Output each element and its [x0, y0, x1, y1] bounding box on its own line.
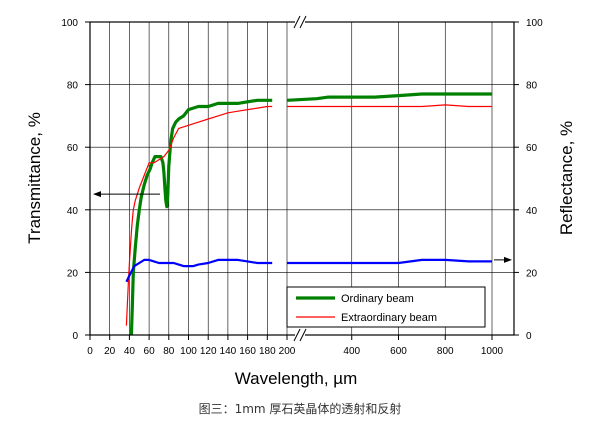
- y-tick-label-left: 40: [67, 206, 79, 217]
- x-tick-label: 1000: [481, 346, 504, 357]
- y-tick-label-left: 60: [67, 143, 79, 154]
- legend-label-extraordinary-beam: Extraordinary beam: [341, 312, 437, 324]
- axis-break-marks: [293, 15, 307, 342]
- axis-break-slash: [293, 328, 301, 342]
- y-tick-label-right: 0: [526, 331, 532, 342]
- y-tick-label-left: 20: [67, 268, 79, 279]
- grid: [90, 22, 514, 335]
- x-tick-label: 160: [239, 346, 256, 357]
- annotation-arrows: [93, 191, 512, 263]
- arrow-head-right: [504, 256, 512, 263]
- y-axis-label-right: Reflectance, %: [557, 121, 576, 235]
- y-tick-label-right: 20: [526, 268, 538, 279]
- x-tick-label: 80: [163, 346, 175, 357]
- x-axis-label: Wavelength, µm: [235, 369, 358, 388]
- x-tick-label: 20: [104, 346, 116, 357]
- y-tick-label-right: 100: [526, 18, 543, 29]
- y-tick-label-left: 100: [61, 18, 78, 29]
- axis-break-slash: [299, 15, 307, 29]
- series-line-ordinary-beam-part-2: [286, 92, 492, 102]
- y-tick-label-right: 40: [526, 206, 538, 217]
- x-tick-label: 40: [124, 346, 136, 357]
- axis-break-gap: [295, 329, 305, 341]
- plot-background: [90, 22, 514, 335]
- y-tick-label-right: 60: [526, 143, 538, 154]
- x-tick-label: 180: [259, 346, 276, 357]
- x-tick-label: 140: [220, 346, 237, 357]
- x-tick-label: 100: [180, 346, 197, 357]
- legend-box: [286, 286, 486, 328]
- y-tick-label-left: 0: [72, 331, 78, 342]
- x-tick-label: 800: [437, 346, 454, 357]
- arrow-head-left: [93, 191, 101, 198]
- legend: Ordinary beam Extraordinary beam: [286, 286, 486, 328]
- axis-break-slash: [299, 328, 307, 342]
- series-line-extraordinary-beam-part-2: [287, 104, 492, 108]
- series-line-reflectance-part-2: [287, 258, 492, 265]
- series-layer: [125, 92, 492, 336]
- x-tick-label: 200: [279, 346, 296, 357]
- series-line-ordinary-beam-part-1: [129, 98, 273, 336]
- axis-break-slash: [293, 15, 301, 29]
- y-axis-label-left: Transmittance, %: [25, 112, 44, 244]
- series-line-reflectance-part-1: [125, 258, 273, 283]
- x-tick-label: 0: [87, 346, 93, 357]
- legend-label-ordinary-beam: Ordinary beam: [341, 293, 414, 305]
- y-tick-label-right: 80: [526, 81, 538, 92]
- figure-caption: 图三：1mm 厚石英晶体的透射和反射: [198, 402, 402, 416]
- x-tick-label: 600: [390, 346, 407, 357]
- ticks-layer: 0 20 40 60 80 100 120 140 160 180 200 400 600 800 1000…: [61, 18, 543, 357]
- x-tick-label: 60: [144, 346, 156, 357]
- x-tick-label: 120: [200, 346, 217, 357]
- x-tick-label: 400: [343, 346, 360, 357]
- y-tick-label-left: 80: [67, 81, 79, 92]
- series-line-extraordinary-beam-part-1: [125, 105, 273, 326]
- axis-break-gap: [295, 16, 305, 28]
